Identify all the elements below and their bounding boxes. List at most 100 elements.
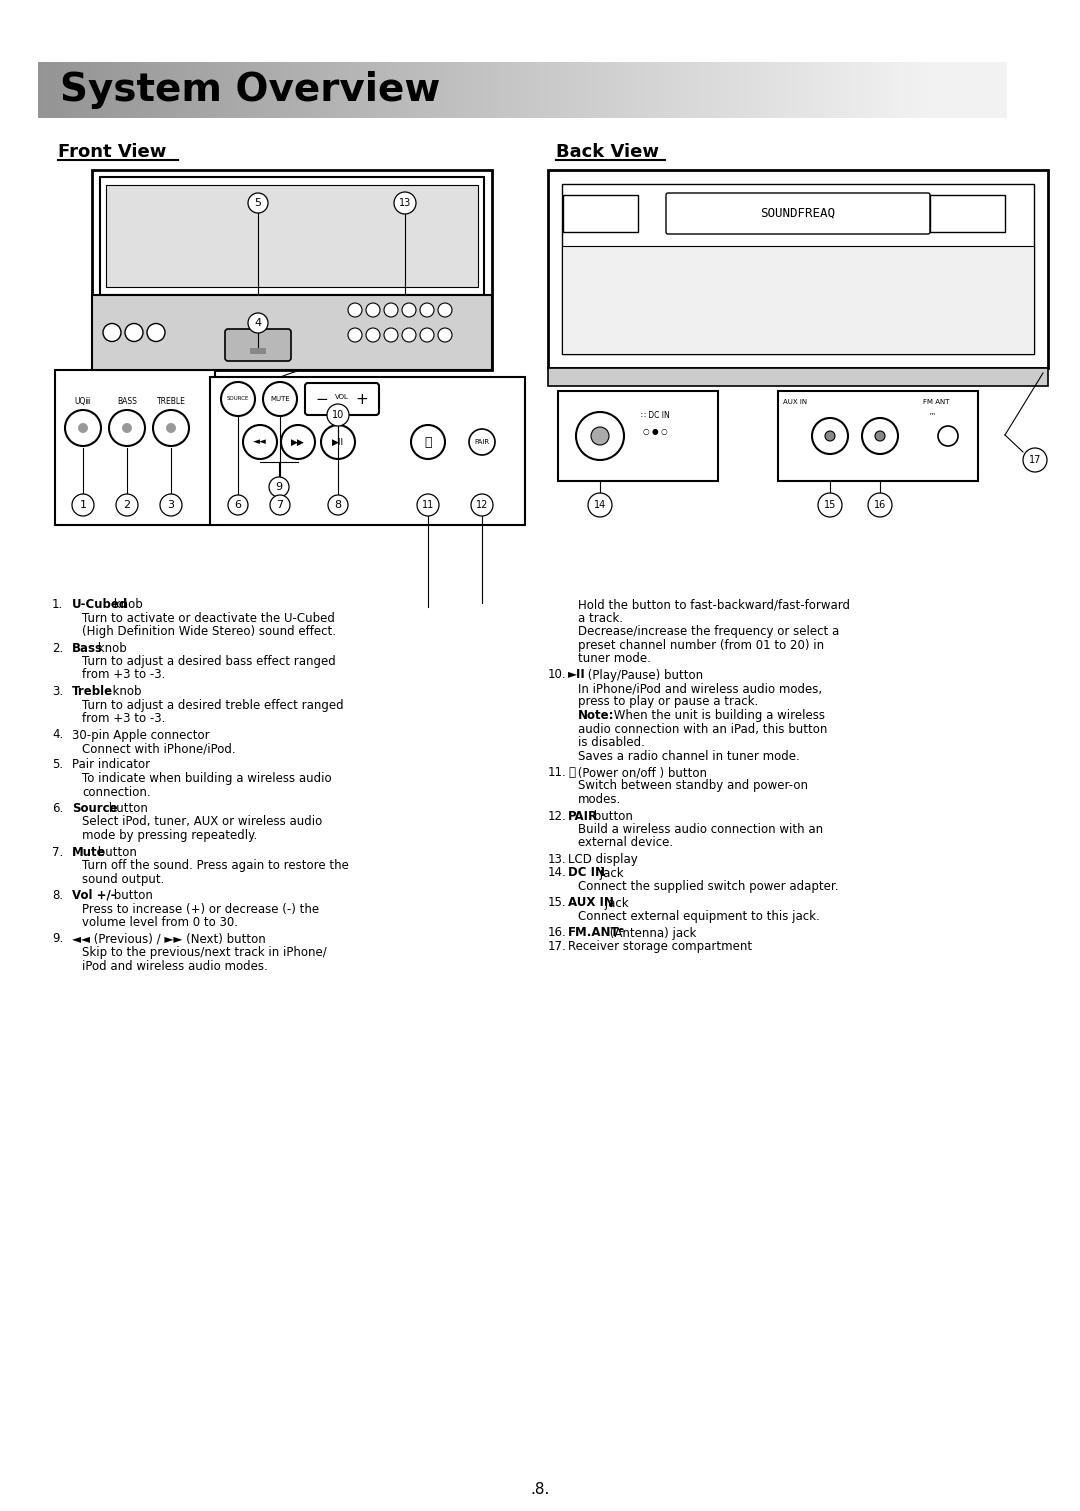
Text: button: button xyxy=(105,802,148,814)
Bar xyxy=(44,62,48,118)
Circle shape xyxy=(939,426,958,446)
Bar xyxy=(563,195,638,233)
Text: 2.: 2. xyxy=(52,642,64,654)
Text: button: button xyxy=(94,846,137,858)
Bar xyxy=(265,62,268,118)
Bar xyxy=(626,62,629,118)
Bar xyxy=(729,62,732,118)
Bar xyxy=(103,62,106,118)
Bar xyxy=(80,62,83,118)
Bar xyxy=(761,62,765,118)
Bar xyxy=(872,62,875,118)
Text: 8.: 8. xyxy=(52,888,63,902)
Bar xyxy=(442,62,445,118)
Text: Connect with iPhone/iPod.: Connect with iPhone/iPod. xyxy=(82,742,235,756)
Bar xyxy=(109,62,112,118)
Bar xyxy=(119,62,122,118)
Text: sound output.: sound output. xyxy=(82,872,164,885)
Bar xyxy=(41,62,44,118)
Text: 5: 5 xyxy=(255,198,261,209)
Bar xyxy=(458,62,461,118)
Bar xyxy=(293,62,296,118)
Text: mode by pressing repeatedly.: mode by pressing repeatedly. xyxy=(82,830,257,842)
Bar xyxy=(635,62,638,118)
Text: ◄◄ (Previous) / ►► (Next) button: ◄◄ (Previous) / ►► (Next) button xyxy=(72,932,266,946)
Bar xyxy=(248,62,252,118)
Bar xyxy=(859,62,862,118)
Text: volume level from 0 to 30.: volume level from 0 to 30. xyxy=(82,916,238,929)
Bar xyxy=(161,62,164,118)
Circle shape xyxy=(862,419,897,453)
Text: from +3 to -3.: from +3 to -3. xyxy=(82,712,165,725)
Bar xyxy=(571,62,575,118)
Text: UQⅲ: UQⅲ xyxy=(75,397,91,406)
Bar xyxy=(280,62,283,118)
Bar xyxy=(255,62,258,118)
Bar xyxy=(206,62,210,118)
Bar xyxy=(697,62,700,118)
Text: a track.: a track. xyxy=(578,612,623,624)
Bar xyxy=(826,62,829,118)
Bar xyxy=(426,62,429,118)
Bar xyxy=(645,62,648,118)
Bar xyxy=(962,62,966,118)
Bar xyxy=(96,62,99,118)
Circle shape xyxy=(366,328,380,341)
Text: 16.: 16. xyxy=(548,926,567,940)
Text: 13: 13 xyxy=(399,198,411,209)
Circle shape xyxy=(366,304,380,317)
Bar xyxy=(661,62,664,118)
Text: In iPhone/iPod and wireless audio modes,: In iPhone/iPod and wireless audio modes, xyxy=(578,681,822,695)
Text: BASS: BASS xyxy=(117,397,137,406)
Bar xyxy=(325,62,328,118)
Bar xyxy=(604,62,607,118)
Text: Turn off the sound. Press again to restore the: Turn off the sound. Press again to resto… xyxy=(82,858,349,872)
Circle shape xyxy=(166,423,176,434)
Bar xyxy=(613,62,617,118)
Bar xyxy=(106,184,478,287)
Bar xyxy=(154,62,158,118)
Bar xyxy=(332,62,335,118)
Bar xyxy=(377,62,380,118)
Bar xyxy=(367,62,370,118)
Text: When the unit is building a wireless: When the unit is building a wireless xyxy=(610,709,825,722)
Bar xyxy=(177,62,180,118)
Bar xyxy=(73,62,77,118)
Bar xyxy=(99,62,103,118)
Circle shape xyxy=(471,494,492,515)
Bar xyxy=(299,62,302,118)
Text: To indicate when building a wireless audio: To indicate when building a wireless aud… xyxy=(82,772,332,786)
Circle shape xyxy=(221,382,255,416)
Text: TREBLE: TREBLE xyxy=(157,397,186,406)
Bar xyxy=(361,62,364,118)
Bar xyxy=(341,62,345,118)
Bar xyxy=(232,62,235,118)
Circle shape xyxy=(588,493,612,517)
Bar xyxy=(684,62,687,118)
Bar xyxy=(901,62,904,118)
Bar xyxy=(842,62,846,118)
Circle shape xyxy=(248,313,268,332)
Bar xyxy=(875,62,878,118)
Bar xyxy=(481,62,484,118)
Bar xyxy=(638,62,642,118)
Bar xyxy=(885,62,888,118)
Text: Switch between standby and power-on: Switch between standby and power-on xyxy=(578,780,808,792)
Bar xyxy=(474,62,477,118)
Text: AUX IN: AUX IN xyxy=(568,896,613,910)
Circle shape xyxy=(122,423,132,434)
Bar xyxy=(500,62,503,118)
Bar xyxy=(713,62,716,118)
Bar xyxy=(364,62,367,118)
Bar xyxy=(222,62,226,118)
Bar xyxy=(413,62,416,118)
Bar xyxy=(432,62,435,118)
Bar xyxy=(940,62,943,118)
Bar xyxy=(581,62,584,118)
Bar xyxy=(167,62,171,118)
Text: 14: 14 xyxy=(594,500,606,511)
Bar xyxy=(562,246,1034,354)
Text: Pair indicator: Pair indicator xyxy=(72,759,150,772)
Circle shape xyxy=(875,431,885,441)
Text: 2: 2 xyxy=(123,500,131,511)
